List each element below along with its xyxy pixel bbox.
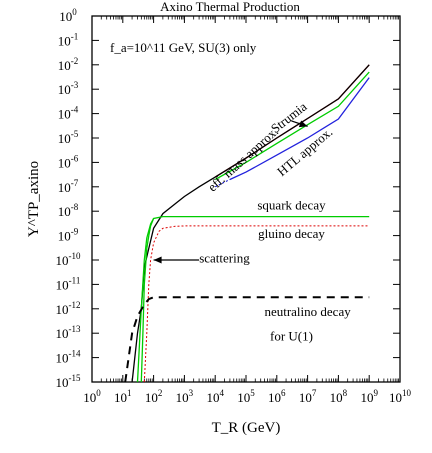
- x-tick-label: 102: [145, 388, 163, 405]
- series-line-5: [136, 215, 370, 383]
- y-tick-label: 100: [59, 7, 77, 24]
- y-tick-label: 10-5: [58, 129, 79, 146]
- series-line-4: [229, 77, 370, 181]
- series-line-2: [214, 71, 370, 181]
- x-tick-label: 103: [176, 388, 194, 405]
- series-line-7: [140, 218, 155, 383]
- x-axis-label: T_R (GeV): [212, 420, 281, 436]
- series-line-1: [131, 64, 370, 383]
- y-tick-label: 10-10: [56, 251, 81, 268]
- x-tick-label: 104: [206, 388, 224, 405]
- series-line-6: [143, 225, 370, 383]
- ticks: [91, 15, 401, 383]
- annotation-label: neutralino decay: [264, 304, 351, 319]
- x-tick-label: 106: [268, 388, 286, 405]
- y-tick-label: 10-1: [58, 31, 79, 48]
- series-layer: [124, 64, 370, 383]
- x-tick-label: 101: [114, 388, 132, 405]
- arrowhead-scattering: [153, 256, 162, 264]
- y-axis-label: Y^TP_axino: [26, 161, 42, 237]
- y-tick-label: 10-13: [56, 324, 81, 341]
- x-tick-label: 105: [237, 388, 255, 405]
- y-tick-label: 10-4: [58, 105, 79, 122]
- y-tick-label: 10-15: [56, 373, 81, 390]
- y-tick-label: 10-8: [58, 202, 79, 219]
- y-tick-label: 10-7: [58, 178, 79, 195]
- y-tick-label: 10-11: [56, 275, 81, 292]
- y-tick-label: 10-12: [56, 300, 81, 317]
- x-tick-label: 100: [83, 388, 101, 405]
- y-tick-label: 10-3: [58, 80, 79, 97]
- annotation-label: squark decay: [257, 197, 326, 212]
- x-tick-label: 1010: [389, 388, 412, 405]
- annotation-label: gluino decay: [258, 226, 325, 241]
- x-tick-label: 108: [330, 388, 348, 405]
- x-tick-label: 107: [299, 388, 317, 405]
- series-line-8: [124, 296, 370, 383]
- y-tick-label: 10-6: [58, 153, 79, 170]
- y-tick-label: 10-2: [58, 56, 79, 73]
- annotation-label: for U(1): [270, 329, 313, 344]
- annotation-label: scattering: [199, 250, 250, 265]
- y-tick-label: 10-9: [58, 227, 79, 244]
- tick-labels: 100 101 102 103 104 105 106 107 108 109 101010010-…: [56, 7, 412, 405]
- x-tick-label: 109: [360, 388, 378, 405]
- arrowhead-Strumia: [298, 120, 308, 128]
- chart-subtitle: f_a=10^11 GeV, SU(3) only: [110, 40, 257, 55]
- y-tick-label: 10-14: [56, 349, 81, 366]
- series-line-3: [214, 179, 231, 188]
- arrows-layer: [153, 120, 308, 264]
- chart-title: Axino Thermal Production: [160, 0, 300, 14]
